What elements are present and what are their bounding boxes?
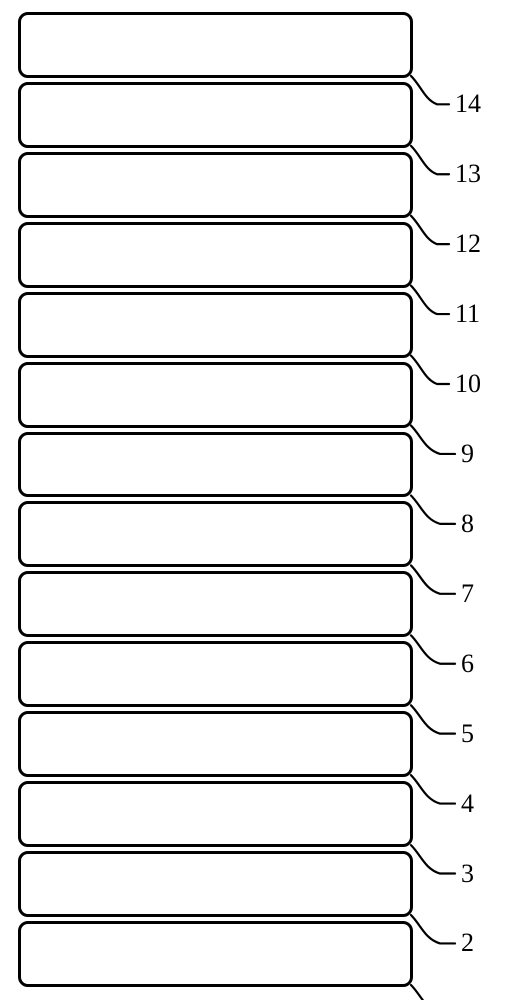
leader-line [411,985,455,1000]
layer [18,82,413,148]
layer-label: 14 [455,89,481,119]
leader-line [411,216,449,244]
leader-line [411,705,455,733]
layer-label: 10 [455,369,481,399]
leader-line [411,76,449,104]
leader-line [411,845,455,873]
layer [18,571,413,637]
leader-line [411,286,449,314]
layer [18,781,413,847]
layer [18,12,413,78]
layer [18,292,413,358]
leader-line [411,496,455,524]
layer [18,641,413,707]
leader-line [411,146,449,174]
leader-line [411,915,455,943]
layer [18,362,413,428]
layer-label: 13 [455,159,481,189]
layer-label: 4 [461,789,474,819]
layer [18,921,413,987]
layer-label: 7 [461,579,474,609]
layer-label: 8 [461,509,474,539]
layer [18,711,413,777]
layer-label: 2 [461,928,474,958]
leader-line [411,635,455,663]
leader-line [411,775,455,803]
leader-line [411,426,455,454]
leader-line [411,356,449,384]
layer [18,152,413,218]
layer-label: 6 [461,649,474,679]
layer-label: 11 [455,299,480,329]
layer [18,851,413,917]
layer-label: 12 [455,229,481,259]
diagram-canvas: 1413121110987654321 [0,0,528,1000]
layer-stack [18,12,413,987]
leader-line [411,565,455,593]
layer [18,432,413,498]
layer-label: 9 [461,439,474,469]
layer [18,222,413,288]
layer-label: 3 [461,859,474,889]
layer-label: 5 [461,719,474,749]
layer [18,501,413,567]
